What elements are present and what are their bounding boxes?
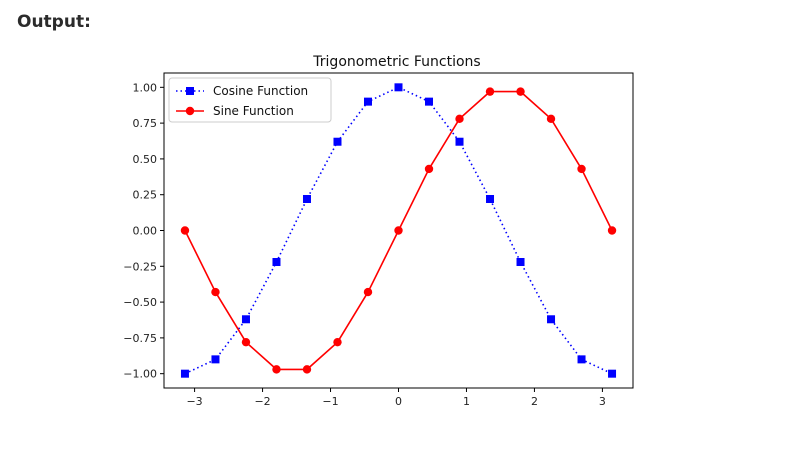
series-line-0 (184, 86, 613, 375)
legend-box (168, 77, 332, 123)
legend-marker-1 (185, 106, 195, 116)
series-1-point (363, 287, 373, 297)
series-1-point (424, 164, 434, 174)
series-1-point (607, 226, 617, 235)
series-1-point (546, 114, 556, 124)
series-1-point (302, 365, 312, 374)
series-0-point (577, 355, 586, 364)
series-0-point (394, 83, 403, 92)
series-1-point (241, 337, 251, 347)
x-tick-label: 3 (599, 395, 606, 408)
series-0-point (302, 195, 311, 203)
plot-layer (180, 83, 617, 378)
series-0-point (425, 97, 434, 106)
output-heading: Output: (17, 12, 91, 32)
series-0-point (363, 97, 372, 106)
y-tick-label: 0.50 (133, 153, 158, 166)
series-1-point (180, 226, 190, 235)
series-0-point (547, 315, 556, 324)
y-tick-label: −0.75 (123, 332, 157, 345)
y-tick-label: 0.75 (133, 117, 158, 130)
series-1-point (394, 226, 403, 235)
x-tick-label: −1 (322, 395, 338, 408)
axis-layer: −3 −2 −1 0 1 2 3 1.00 0.75 0.50 0.25 0.00 −0.25 −0.50… (123, 81, 606, 408)
series-0-point (608, 369, 617, 378)
y-tick-label: −0.50 (123, 296, 157, 309)
x-tick-label: −3 (186, 395, 202, 408)
legend-label-0: Cosine Function (213, 84, 308, 98)
y-tick-label: −1.00 (123, 368, 157, 381)
y-tick-label: −0.25 (123, 260, 157, 273)
series-0-point (486, 195, 495, 203)
y-tick-label: 1.00 (133, 81, 158, 94)
series-1-point (455, 114, 464, 124)
series-1-point (333, 337, 342, 347)
y-tick-label: 0.25 (133, 189, 158, 202)
legend-label-1: Sine Function (213, 104, 294, 118)
series-1-point (516, 87, 525, 96)
series-1-point (211, 287, 220, 297)
series-0-point (333, 137, 342, 146)
x-tick-label: −2 (254, 395, 270, 408)
legend: Cosine Function Sine Function (168, 77, 332, 123)
series-1-point (485, 87, 495, 96)
chart-title: Trigonometric Functions (312, 54, 480, 70)
legend-marker-0 (186, 87, 194, 95)
series-0-point (211, 355, 220, 364)
y-tick-label: 0.00 (133, 225, 158, 238)
x-tick-label: 2 (531, 395, 538, 408)
series-0-point (516, 258, 525, 266)
x-tick-label: 1 (463, 395, 470, 408)
series-0-point (241, 315, 250, 324)
series-0-point (455, 137, 464, 146)
series-1-point (577, 164, 586, 174)
series-0-point (272, 258, 281, 266)
series-1-point (272, 365, 281, 374)
series-0-point (180, 369, 189, 378)
x-tick-label: 0 (395, 395, 402, 408)
